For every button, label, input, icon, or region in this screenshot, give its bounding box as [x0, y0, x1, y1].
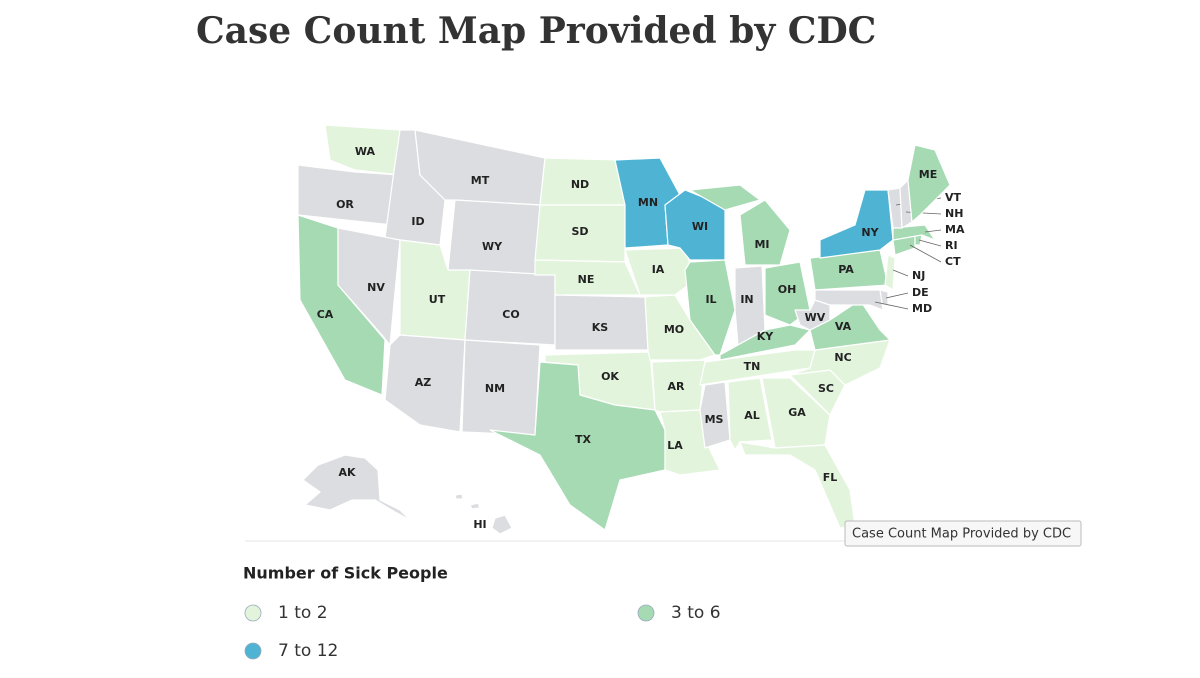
- state-label: VA: [835, 320, 852, 333]
- states: WA OR CA ID NV MT WY UT AZ CO NM ND SD NE KS OK TX MN IA MO…: [297, 124, 965, 535]
- state-label: SD: [571, 225, 588, 238]
- state-label: FL: [823, 471, 838, 484]
- state-shape: [739, 199, 791, 266]
- state-label: MA: [945, 223, 965, 236]
- state-shape: [892, 224, 936, 241]
- state-label: AK: [338, 466, 356, 479]
- leader-line: [892, 269, 909, 277]
- state-label: VT: [945, 191, 962, 204]
- state-shape: [794, 299, 831, 331]
- state-label: ND: [571, 178, 589, 191]
- state-label: NY: [861, 226, 879, 239]
- state-label: NV: [367, 281, 385, 294]
- state-label: IA: [652, 263, 665, 276]
- state-label: NH: [945, 207, 963, 220]
- state-label: MD: [912, 302, 932, 315]
- state-shape: [789, 339, 891, 386]
- state-label: OR: [336, 198, 354, 211]
- state-label: WA: [355, 145, 376, 158]
- leader-line: [874, 301, 909, 310]
- state-shape: [454, 493, 464, 500]
- state-shape: [489, 361, 666, 531]
- state-label: MI: [754, 238, 769, 251]
- state-label: TN: [744, 360, 761, 373]
- leader-line: [918, 239, 942, 247]
- state-shape: [324, 124, 401, 176]
- state-label: NE: [578, 273, 595, 286]
- tooltip: Case Count Map Provided by CDC: [852, 527, 1071, 542]
- state-label: DE: [912, 286, 929, 299]
- state-label: IL: [705, 293, 716, 306]
- state-label: OK: [601, 370, 619, 383]
- state-label: AL: [744, 409, 760, 422]
- legend-title: Number of Sick People: [243, 564, 448, 583]
- state-shape: [624, 247, 696, 296]
- legend-label: 7 to 12: [278, 641, 338, 661]
- state-label: ID: [411, 215, 424, 228]
- legend-label: 3 to 6: [671, 603, 721, 623]
- state-shape: [302, 454, 411, 521]
- state-label: CO: [502, 308, 519, 321]
- state-shape: [684, 259, 736, 356]
- state-label: KS: [592, 321, 609, 334]
- state-shape: [884, 254, 896, 291]
- leader-line: [924, 229, 942, 233]
- state-label: CT: [945, 255, 961, 268]
- state-label: UT: [429, 293, 446, 306]
- state-label: RI: [945, 239, 958, 252]
- legend-swatch: [244, 642, 262, 660]
- state-label: MN: [638, 196, 658, 209]
- title: Case Count Map Provided by CDC: [196, 10, 876, 52]
- legend-swatch: [244, 604, 262, 622]
- state-label: WV: [805, 311, 826, 324]
- state-shape: [491, 514, 513, 535]
- state-label: NJ: [912, 269, 925, 282]
- leader-line: [909, 244, 942, 263]
- state-shape: [907, 144, 951, 223]
- state-label: OH: [778, 283, 797, 296]
- legend-swatch: [637, 604, 655, 622]
- tooltip-box: [844, 520, 1082, 547]
- state-shape: [447, 199, 541, 276]
- state-shape: [297, 164, 401, 226]
- legend-label: 1 to 2: [278, 603, 328, 623]
- state-shape: [469, 502, 481, 510]
- state-label: AZ: [415, 376, 432, 389]
- state-label: NC: [834, 351, 851, 364]
- state-shape: [337, 227, 401, 346]
- state-label: IN: [740, 293, 753, 306]
- state-label: CA: [317, 308, 334, 321]
- state-label: TX: [575, 433, 592, 446]
- state-label: AR: [668, 380, 686, 393]
- state-label: LA: [667, 439, 683, 452]
- state-shape: [699, 381, 731, 449]
- state-shape: [739, 441, 856, 529]
- state-label: PA: [838, 263, 854, 276]
- state-label: HI: [473, 518, 486, 531]
- leader-line: [885, 292, 909, 299]
- state-label: MS: [705, 413, 724, 426]
- state-label: KY: [757, 330, 775, 343]
- state-label: NM: [485, 382, 505, 395]
- state-label: SC: [818, 382, 834, 395]
- state-shape: [689, 184, 761, 211]
- state-label: MO: [664, 323, 684, 336]
- legend: 1 to 2 3 to 6 7 to 12: [244, 603, 721, 661]
- state-label: MT: [471, 174, 490, 187]
- state-label: WY: [482, 240, 503, 253]
- state-shape: [719, 324, 811, 361]
- state-shape: [761, 377, 831, 449]
- state-label: GA: [788, 406, 806, 419]
- state-label: ME: [919, 168, 937, 181]
- state-shape: [819, 189, 894, 259]
- state-shape: [814, 289, 884, 311]
- state-label: WI: [692, 220, 708, 233]
